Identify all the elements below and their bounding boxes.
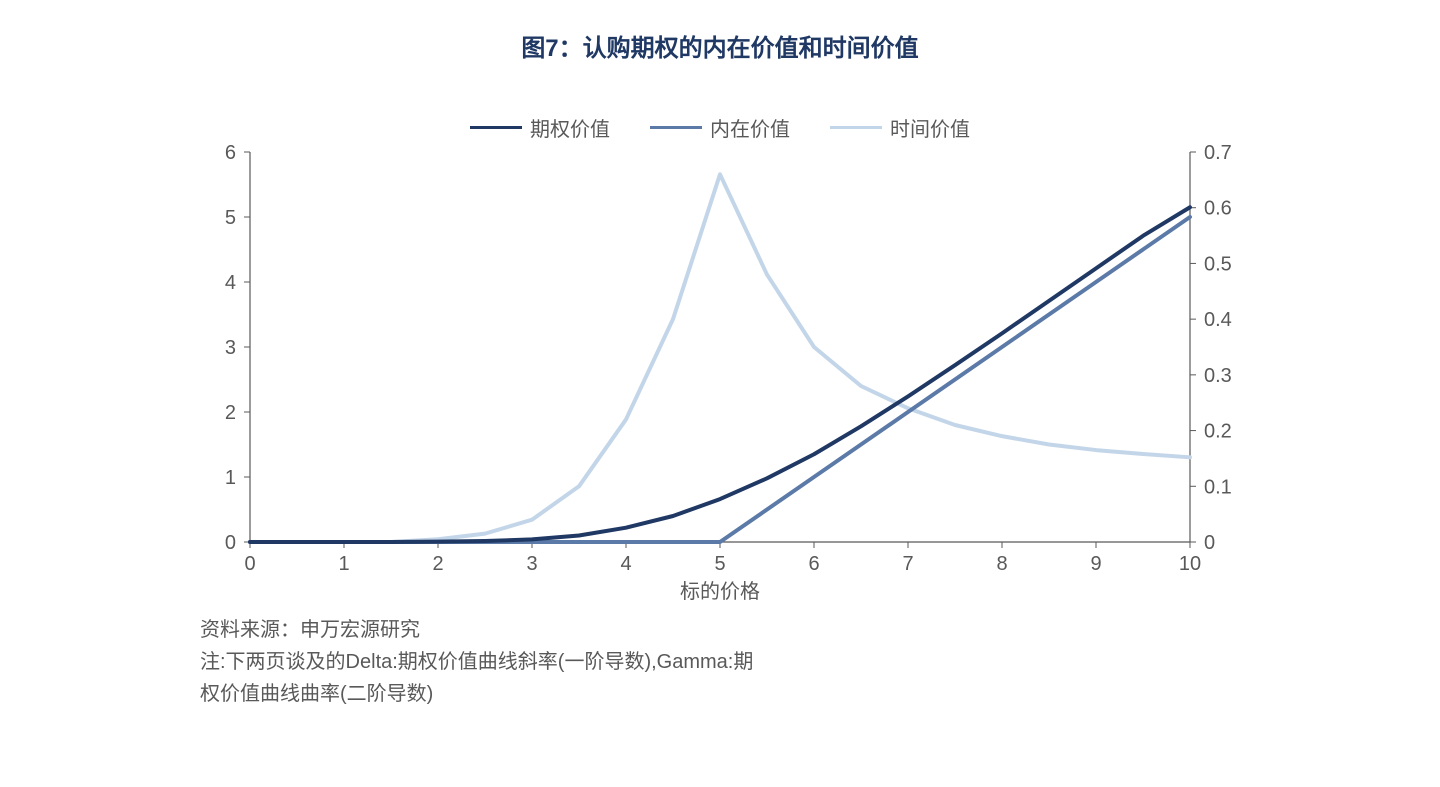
svg-text:6: 6 [808,553,819,575]
legend-swatch-option [470,126,522,129]
svg-text:0.6: 0.6 [1204,198,1232,220]
legend-swatch-time [830,126,882,129]
svg-text:1: 1 [225,467,236,489]
svg-text:5: 5 [714,553,725,575]
svg-text:0.7: 0.7 [1204,142,1232,164]
svg-text:0.5: 0.5 [1204,253,1232,275]
svg-text:4: 4 [620,553,631,575]
svg-text:6: 6 [225,142,236,164]
svg-text:3: 3 [225,337,236,359]
svg-text:0.1: 0.1 [1204,476,1232,498]
svg-text:0: 0 [244,553,255,575]
legend-item-intrinsic: 内在价值 [650,113,790,142]
svg-text:2: 2 [432,553,443,575]
legend-item-time: 时间价值 [830,113,970,142]
legend-label-option: 期权价值 [530,113,610,142]
chart-title: 图7：认购期权的内在价值和时间价值 [0,0,1440,63]
chart-plot-area: 0 1 2 3 4 5 6 0 0.1 0.2 0.3 0.4 0.5 0.6 0.7 0 1 2 3 4 5 6 7 8 9 1… [170,142,1270,602]
svg-text:7: 7 [902,553,913,575]
svg-text:0: 0 [1204,532,1215,554]
svg-text:0.2: 0.2 [1204,421,1232,443]
svg-text:4: 4 [225,272,236,294]
svg-text:9: 9 [1090,553,1101,575]
svg-text:5: 5 [225,207,236,229]
svg-text:0.3: 0.3 [1204,365,1232,387]
svg-text:2: 2 [225,402,236,424]
svg-text:3: 3 [526,553,537,575]
svg-text:0.4: 0.4 [1204,309,1232,331]
legend-swatch-intrinsic [650,126,702,129]
footnote-note-1: 注:下两页谈及的Delta:期权价值曲线斜率(一阶导数),Gamma:期 [200,646,820,678]
legend-label-time: 时间价值 [890,113,970,142]
svg-text:标的价格: 标的价格 [680,580,760,602]
footnote-source: 资料来源：申万宏源研究 [200,614,820,646]
svg-text:10: 10 [1179,553,1201,575]
svg-text:8: 8 [996,553,1007,575]
chart-footnote: 资料来源：申万宏源研究 注:下两页谈及的Delta:期权价值曲线斜率(一阶导数)… [200,614,820,710]
chart-svg: 0 1 2 3 4 5 6 0 0.1 0.2 0.3 0.4 0.5 0.6 0.7 0 1 2 3 4 5 6 7 8 9 1… [170,142,1270,602]
footnote-note-2: 权价值曲线曲率(二阶导数) [200,678,820,710]
svg-text:1: 1 [338,553,349,575]
svg-text:0: 0 [225,532,236,554]
legend-label-intrinsic: 内在价值 [710,113,790,142]
chart-legend: 期权价值 内在价值 时间价值 [0,113,1440,142]
legend-item-option-value: 期权价值 [470,113,610,142]
